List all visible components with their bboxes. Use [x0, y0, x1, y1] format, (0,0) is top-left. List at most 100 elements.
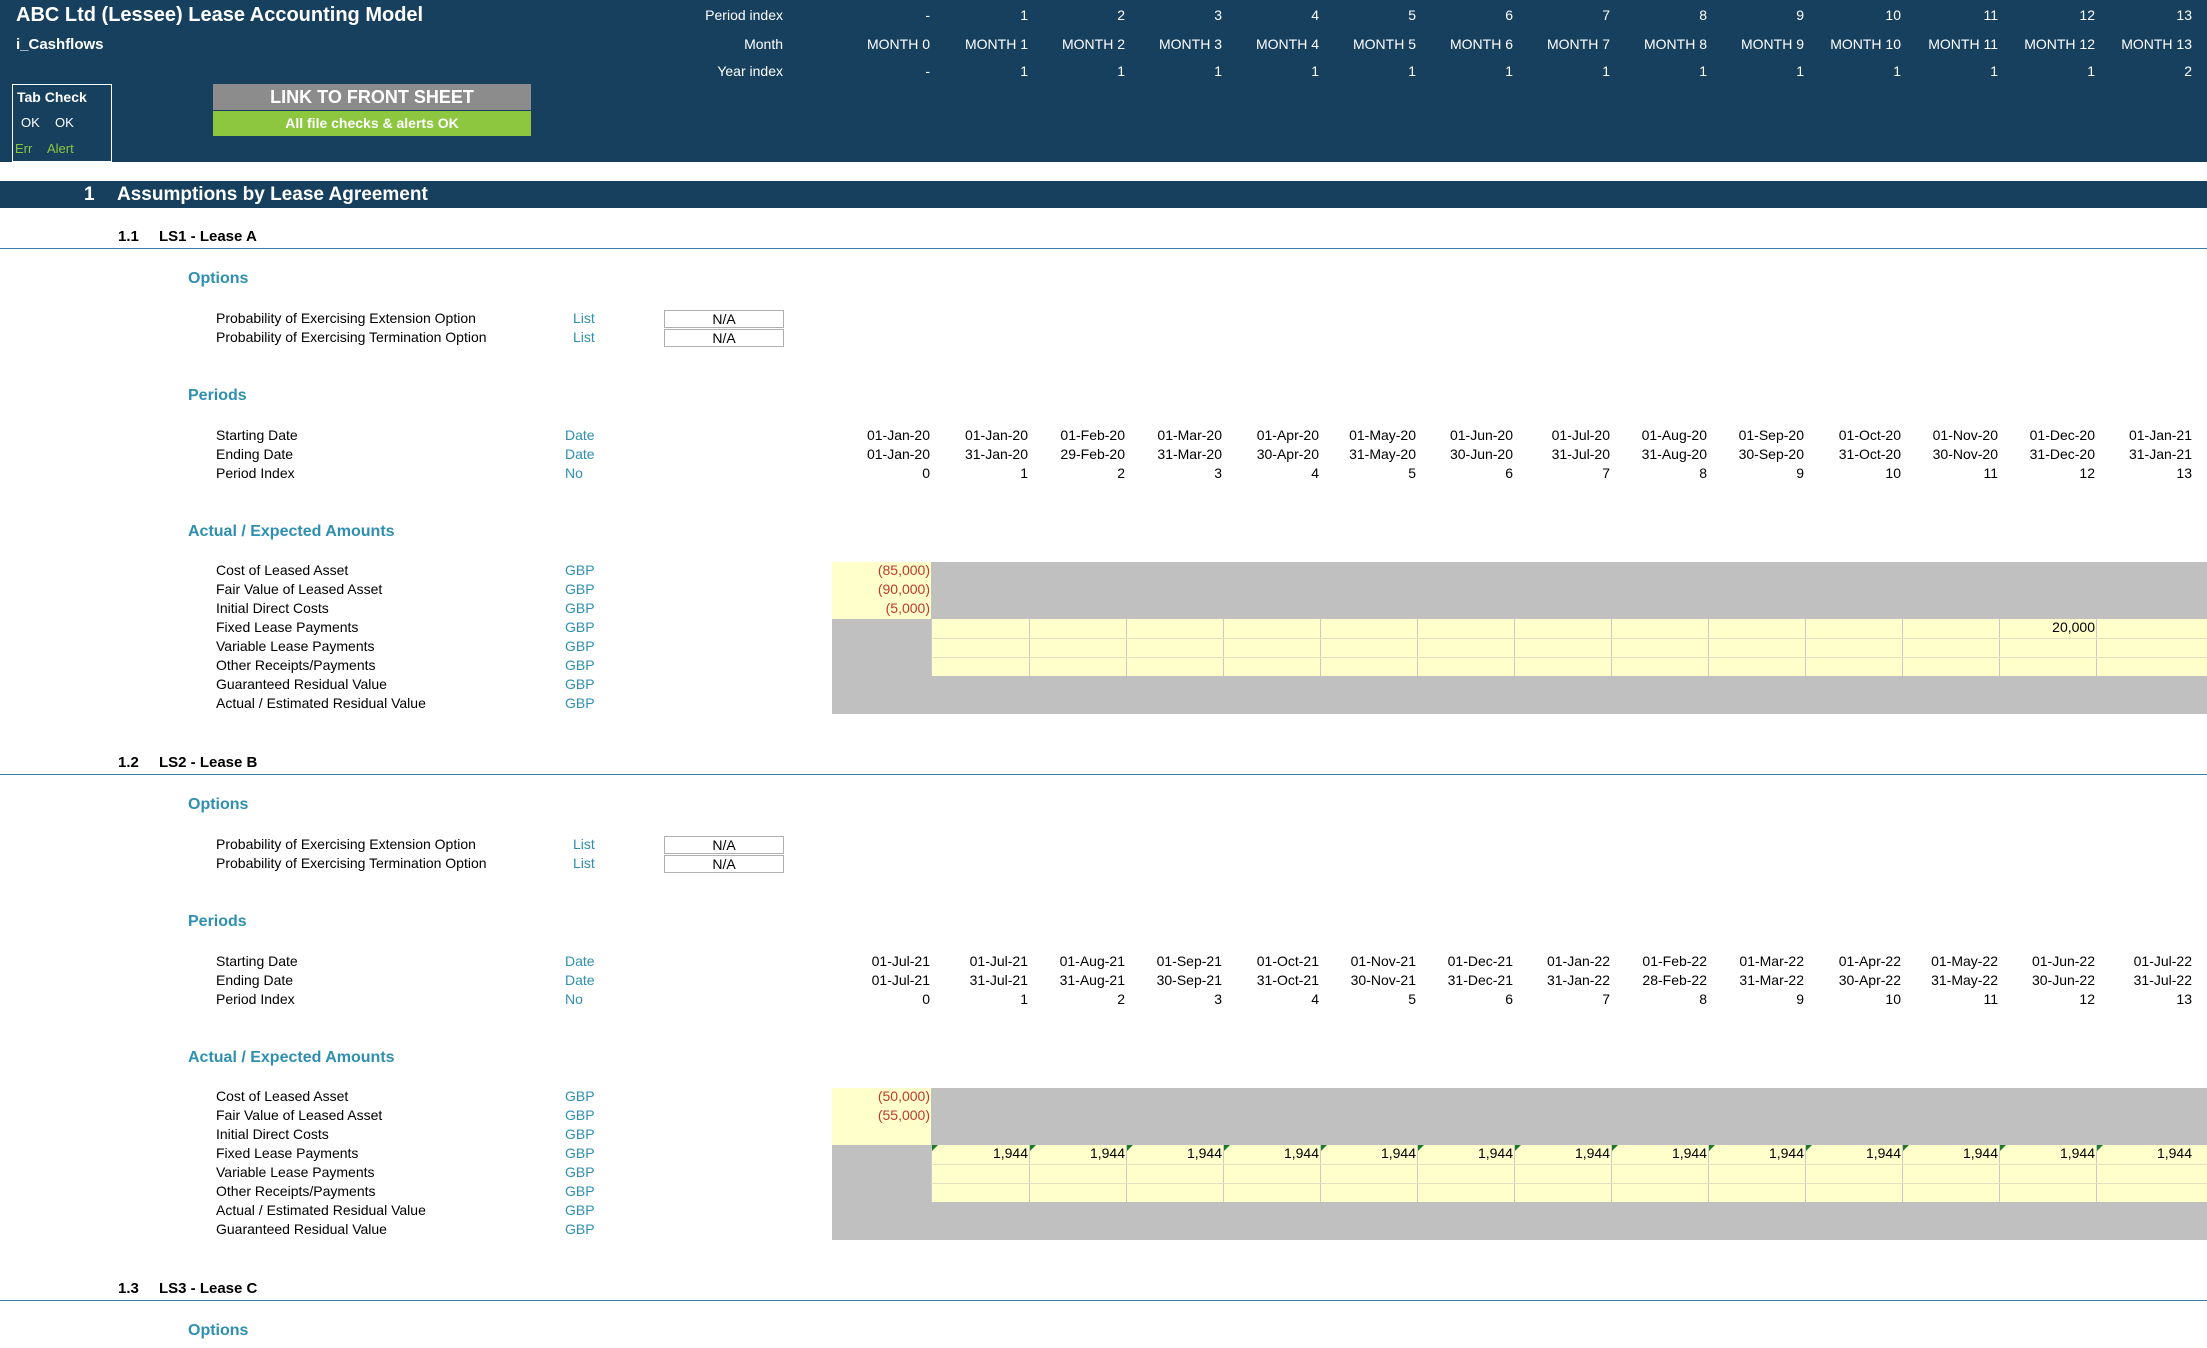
header-year-index: 1 — [1796, 63, 1804, 79]
header-month: MONTH 5 — [1353, 36, 1416, 52]
lease-number: 1.3 — [118, 1280, 139, 1297]
link-to-front-sheet-button[interactable]: LINK TO FRONT SHEET — [213, 84, 531, 110]
period-cell: 9 — [1796, 465, 1804, 481]
fixed-payment-input[interactable]: 1,944 — [1574, 1145, 1610, 1161]
amount-row-label: Fixed Lease Payments — [216, 619, 359, 635]
header-period-index: 7 — [1602, 7, 1610, 23]
amount-m0-input[interactable]: (55,000) — [877, 1107, 930, 1123]
fixed-payment-input[interactable]: 1,944 — [1380, 1145, 1416, 1161]
period-cell: 3 — [1214, 465, 1222, 481]
amount-row-unit: GBP — [565, 1126, 595, 1142]
amount-m0-input[interactable]: (90,000) — [877, 581, 930, 597]
grid-column-separator — [1902, 619, 1903, 676]
period-cell: 01-Aug-21 — [1059, 953, 1125, 969]
period-cell: 0 — [922, 465, 930, 481]
formula-flag-icon — [2097, 1145, 2103, 1151]
amount-row-unit: GBP — [565, 1221, 595, 1237]
amount-row-unit: GBP — [565, 600, 595, 616]
period-row-label: Period Index — [216, 465, 295, 481]
amount-row-unit: GBP — [565, 1164, 595, 1180]
fixed-payment-input[interactable]: 1,944 — [992, 1145, 1028, 1161]
period-cell: 5 — [1408, 465, 1416, 481]
option-value-input[interactable]: N/A — [664, 310, 784, 328]
amount-row-unit: GBP — [565, 1107, 595, 1123]
option-value-input[interactable]: N/A — [664, 836, 784, 854]
fixed-payment-input[interactable]: 1,944 — [1283, 1145, 1319, 1161]
grid-column-separator — [1805, 1145, 1806, 1202]
period-cell: 01-Jul-21 — [871, 972, 930, 988]
amount-m0-input[interactable]: (85,000) — [877, 562, 930, 578]
period-row-label: Starting Date — [216, 953, 298, 969]
amount-row-unit: GBP — [565, 581, 595, 597]
periods-heading: Periods — [188, 913, 247, 930]
period-cell: 31-Dec-20 — [2029, 446, 2095, 462]
period-cell: 30-Nov-20 — [1932, 446, 1998, 462]
fixed-payment-input[interactable]: 1,944 — [1768, 1145, 1804, 1161]
fixed-payment-m12-input[interactable]: 20,000 — [2052, 619, 2095, 635]
grid-row-separator — [931, 638, 2207, 639]
period-cell: 30-Nov-21 — [1350, 972, 1416, 988]
header-year-index: 1 — [1505, 63, 1513, 79]
sheet-name: i_Cashflows — [16, 36, 104, 53]
option-unit: List — [573, 329, 595, 345]
option-value-input[interactable]: N/A — [664, 855, 784, 873]
period-cell: 01-Jan-20 — [866, 427, 930, 443]
period-cell: 7 — [1602, 991, 1610, 1007]
grid-column-separator — [1999, 1145, 2000, 1202]
year-index-label: Year index — [717, 63, 783, 79]
fixed-payment-input[interactable]: 1,944 — [1962, 1145, 1998, 1161]
amount-row-label: Guaranteed Residual Value — [216, 676, 387, 692]
formula-flag-icon — [1127, 1145, 1133, 1151]
tab-check-box: Tab Check OK OK Err Alert — [12, 84, 112, 162]
header-year-index: 1 — [1214, 63, 1222, 79]
fixed-payment-input[interactable]: 1,944 — [2059, 1145, 2095, 1161]
period-cell: 4 — [1311, 991, 1319, 1007]
header-period-index: 4 — [1311, 7, 1319, 23]
period-row-unit: No — [565, 991, 583, 1007]
period-cell: 5 — [1408, 991, 1416, 1007]
period-cell: 31-Aug-21 — [1059, 972, 1125, 988]
period-cell: 4 — [1311, 465, 1319, 481]
options-heading: Options — [188, 270, 249, 287]
lease-number: 1.2 — [118, 754, 139, 771]
period-cell: 31-Mar-22 — [1739, 972, 1804, 988]
fixed-payment-input[interactable]: 1,944 — [1186, 1145, 1222, 1161]
amount-row-unit: GBP — [565, 562, 595, 578]
period-cell: 01-Apr-22 — [1838, 953, 1901, 969]
period-cell: 01-Sep-20 — [1738, 427, 1804, 443]
period-cell: 01-Mar-22 — [1739, 953, 1804, 969]
option-label: Probability of Exercising Extension Opti… — [216, 310, 476, 326]
period-cell: 01-May-20 — [1349, 427, 1416, 443]
period-cell: 01-Nov-20 — [1932, 427, 1998, 443]
payments-input-area — [931, 1145, 2207, 1202]
grid-column-separator — [1223, 1145, 1224, 1202]
model-title: ABC Ltd (Lessee) Lease Accounting Model — [16, 4, 424, 26]
period-cell: 01-Jan-22 — [1546, 953, 1610, 969]
fixed-payment-input[interactable]: 1,944 — [1477, 1145, 1513, 1161]
amount-row-label: Cost of Leased Asset — [216, 1088, 349, 1104]
grid-column-separator — [1417, 1145, 1418, 1202]
amount-row-unit: GBP — [565, 657, 595, 673]
period-cell: 01-Feb-22 — [1642, 953, 1707, 969]
header-period-index: 6 — [1505, 7, 1513, 23]
tab-check-ok-1: OK — [21, 115, 40, 130]
section-bar: 1 Assumptions by Lease Agreement — [0, 181, 2207, 208]
fixed-payment-input[interactable]: 1,944 — [1089, 1145, 1125, 1161]
period-row-unit: No — [565, 465, 583, 481]
option-value-input[interactable]: N/A — [664, 329, 784, 347]
period-cell: 9 — [1796, 991, 1804, 1007]
amount-row-label: Actual / Estimated Residual Value — [216, 1202, 426, 1218]
fixed-payment-input[interactable]: 1,944 — [1865, 1145, 1901, 1161]
period-row-unit: Date — [565, 953, 595, 969]
header-month: MONTH 2 — [1062, 36, 1125, 52]
amount-row-label: Fair Value of Leased Asset — [216, 581, 383, 597]
fixed-payment-input[interactable]: 1,944 — [1671, 1145, 1707, 1161]
header-year-index: 1 — [1408, 63, 1416, 79]
period-cell: 28-Feb-22 — [1642, 972, 1707, 988]
amount-row-label: Initial Direct Costs — [216, 1126, 329, 1142]
amount-m0-input[interactable]: (50,000) — [877, 1088, 930, 1104]
period-cell: 30-Apr-20 — [1256, 446, 1319, 462]
formula-flag-icon — [1418, 1145, 1424, 1151]
amount-m0-input[interactable]: (5,000) — [885, 600, 930, 616]
fixed-payment-input[interactable]: 1,944 — [2156, 1145, 2192, 1161]
